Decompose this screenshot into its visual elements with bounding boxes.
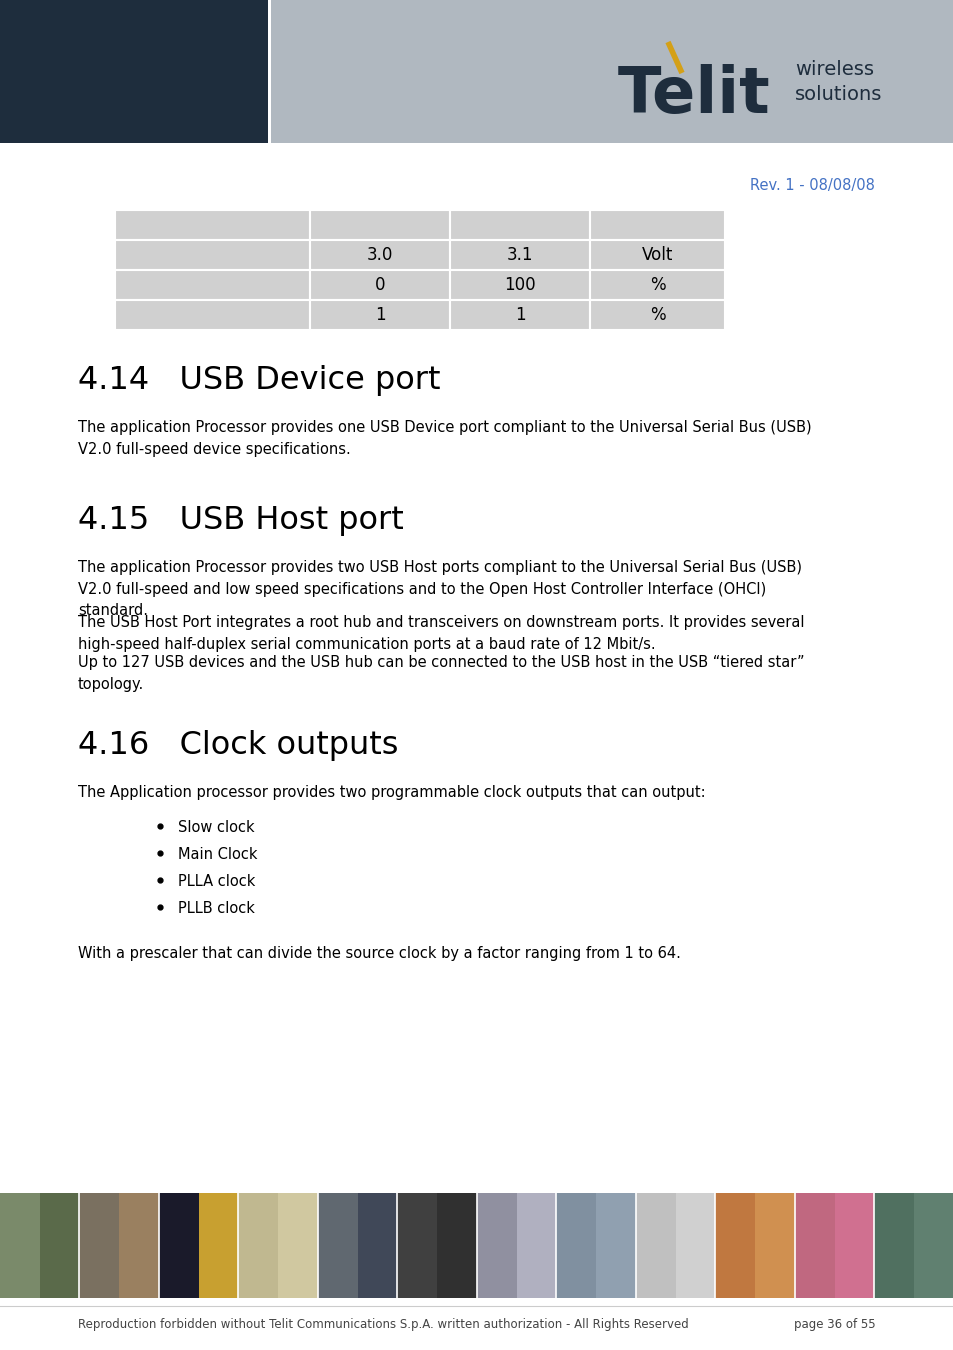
Text: %: % — [649, 275, 664, 294]
Text: 1: 1 — [515, 306, 525, 324]
Bar — [115, 270, 310, 300]
Text: The USB Host Port integrates a root hub and transceivers on downstream ports. It: The USB Host Port integrates a root hub … — [78, 616, 803, 652]
Bar — [238, 1193, 278, 1297]
Bar — [715, 1193, 755, 1297]
Text: With a prescaler that can divide the source clock by a factor ranging from 1 to : With a prescaler that can divide the sou… — [78, 946, 680, 961]
Bar — [271, 0, 953, 143]
Bar — [476, 1193, 517, 1297]
Bar — [159, 1193, 198, 1297]
Bar — [450, 240, 589, 270]
Bar — [115, 240, 310, 270]
Bar — [198, 1193, 238, 1297]
Text: Reproduction forbidden without Telit Communications S.p.A. written authorization: Reproduction forbidden without Telit Com… — [78, 1318, 688, 1331]
Text: Up to 127 USB devices and the USB hub can be connected to the USB host in the US: Up to 127 USB devices and the USB hub ca… — [78, 655, 803, 691]
Bar — [450, 270, 589, 300]
Text: page 36 of 55: page 36 of 55 — [794, 1318, 875, 1331]
Bar — [357, 1193, 397, 1297]
Bar — [397, 1193, 436, 1297]
Bar — [913, 1193, 953, 1297]
Text: PLLA clock: PLLA clock — [178, 873, 255, 890]
Text: Slow clock: Slow clock — [178, 819, 254, 836]
Bar — [517, 1193, 556, 1297]
Text: Rev. 1 - 08/08/08: Rev. 1 - 08/08/08 — [749, 178, 874, 193]
Bar — [436, 1193, 476, 1297]
Text: 3.0: 3.0 — [366, 246, 393, 265]
Text: 1: 1 — [375, 306, 385, 324]
Bar — [450, 211, 589, 240]
Bar — [0, 1193, 40, 1297]
Bar — [755, 1193, 794, 1297]
Bar — [589, 270, 724, 300]
Text: The application Processor provides two USB Host ports compliant to the Universal: The application Processor provides two U… — [78, 560, 801, 618]
Text: Telit: Telit — [618, 63, 770, 126]
Text: 4.15   USB Host port: 4.15 USB Host port — [78, 505, 403, 536]
Bar — [278, 1193, 317, 1297]
Bar — [40, 1193, 79, 1297]
Bar — [0, 0, 268, 143]
Text: Volt: Volt — [641, 246, 673, 265]
Text: PLLB clock: PLLB clock — [178, 900, 254, 917]
Bar — [317, 1193, 357, 1297]
Bar — [119, 1193, 159, 1297]
Bar — [596, 1193, 636, 1297]
Bar — [589, 300, 724, 329]
Text: wireless
solutions: wireless solutions — [794, 59, 882, 104]
Bar — [310, 240, 450, 270]
Bar — [794, 1193, 834, 1297]
Text: %: % — [649, 306, 664, 324]
Bar — [675, 1193, 715, 1297]
Text: 3.1: 3.1 — [506, 246, 533, 265]
Bar — [589, 240, 724, 270]
Text: 4.16   Clock outputs: 4.16 Clock outputs — [78, 730, 398, 761]
Bar — [79, 1193, 119, 1297]
Bar — [310, 270, 450, 300]
Bar — [834, 1193, 874, 1297]
Bar — [636, 1193, 675, 1297]
Text: The Application processor provides two programmable clock outputs that can outpu: The Application processor provides two p… — [78, 784, 705, 801]
Bar — [115, 211, 310, 240]
Text: The application Processor provides one USB Device port compliant to the Universa: The application Processor provides one U… — [78, 420, 811, 456]
Text: 100: 100 — [503, 275, 536, 294]
Bar — [115, 300, 310, 329]
Text: 0: 0 — [375, 275, 385, 294]
Text: 4.14   USB Device port: 4.14 USB Device port — [78, 364, 440, 396]
Bar — [589, 211, 724, 240]
Bar — [310, 300, 450, 329]
Bar — [310, 211, 450, 240]
Text: Main Clock: Main Clock — [178, 846, 257, 863]
Bar — [874, 1193, 913, 1297]
Bar — [450, 300, 589, 329]
Bar — [556, 1193, 596, 1297]
